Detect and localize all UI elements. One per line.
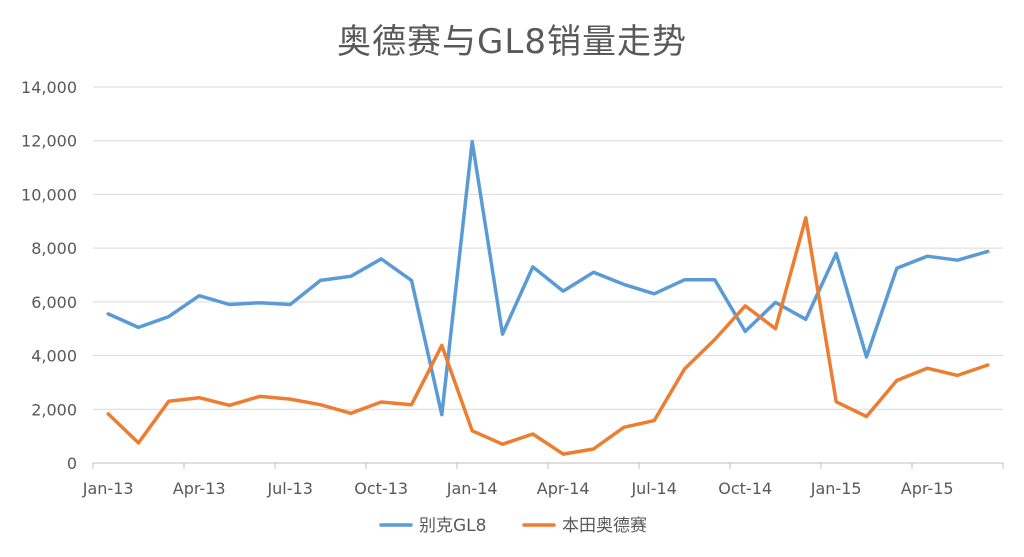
x-axis-tick-labels: Jan-13 Apr-13 Jul-13 Oct-13 Jan-14 Apr-14 Jul-… xyxy=(82,479,954,498)
x-tick-label: Jul-14 xyxy=(630,479,676,498)
x-tick-label: Apr-14 xyxy=(537,479,590,498)
y-tick-label: 4,000 xyxy=(31,347,77,366)
x-tick-label: Oct-13 xyxy=(354,479,408,498)
y-tick-label: 8,000 xyxy=(31,239,77,258)
x-tick-label: Apr-13 xyxy=(173,479,226,498)
legend-item: 本田奥德赛 xyxy=(524,515,647,536)
y-tick-label: 10,000 xyxy=(21,185,77,204)
axes xyxy=(93,463,1003,469)
legend-item: 别克GL8 xyxy=(381,516,486,536)
x-tick-label: Apr-15 xyxy=(901,479,954,498)
x-tick-label: Jan-15 xyxy=(810,479,862,498)
series-line-1 xyxy=(108,142,988,415)
y-axis-tick-labels: 0 2,000 4,000 6,000 8,000 10,000 12,000 14,000 xyxy=(21,78,77,473)
x-tick-label: Oct-14 xyxy=(718,479,772,498)
chart-title: 奥德赛与GL8销量走势 xyxy=(0,14,1024,63)
gridlines xyxy=(93,87,1003,409)
y-tick-label: 12,000 xyxy=(21,132,77,151)
x-tick-label: Jan-14 xyxy=(446,479,498,498)
y-tick-label: 14,000 xyxy=(21,78,77,97)
legend-label: 别克GL8 xyxy=(419,516,486,536)
legend-label: 本田奥德赛 xyxy=(562,515,647,536)
y-tick-label: 0 xyxy=(67,454,77,473)
x-tick-label: Jan-13 xyxy=(82,479,134,498)
series-line-2 xyxy=(108,218,988,454)
y-tick-label: 6,000 xyxy=(31,293,77,312)
x-tick-label: Jul-13 xyxy=(266,479,312,498)
series-lines xyxy=(108,141,988,454)
y-tick-label: 2,000 xyxy=(31,400,77,419)
legend: 别克GL8 本田奥德赛 xyxy=(381,515,647,536)
